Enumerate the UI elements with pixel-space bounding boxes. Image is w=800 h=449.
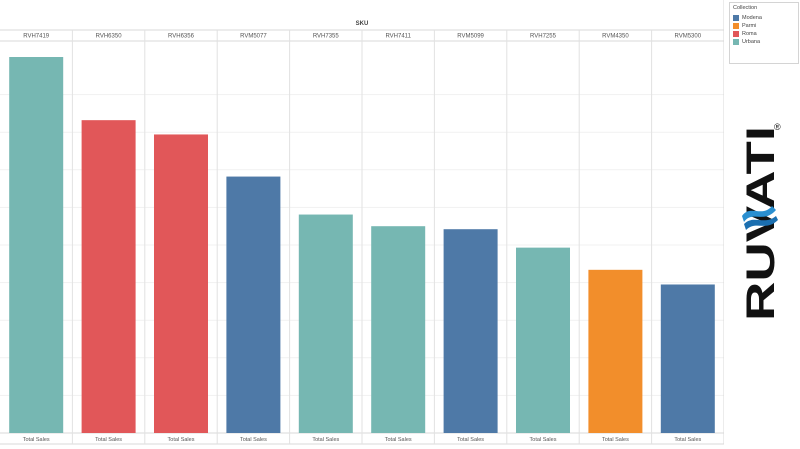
legend-swatch <box>733 15 739 21</box>
legend-label: Roma <box>742 31 757 37</box>
bottom-label: Total Sales <box>168 437 195 443</box>
bottom-label: Total Sales <box>312 437 339 443</box>
bottom-label: Total Sales <box>674 437 701 443</box>
bar-rvm5077[interactable] <box>226 176 281 433</box>
chart-area: SKU RVH7419 Total Sales RVH6350 Total Sales… <box>0 0 724 445</box>
category-label-rvm5300: RVM5300 <box>675 34 702 40</box>
bar-rvh6350[interactable] <box>81 120 136 433</box>
category-label-rvh7355: RVH7355 <box>313 34 340 40</box>
bottom-label: Total Sales <box>95 437 122 443</box>
bottom-label: Total Sales <box>23 437 50 443</box>
bar-rvh6356[interactable] <box>154 134 208 433</box>
legend-item-urbana[interactable]: Urbana <box>733 38 795 46</box>
category-label-rvh6350: RVH6350 <box>96 34 123 40</box>
bar-rvh7419[interactable] <box>9 57 64 433</box>
legend-label: Parmi <box>742 23 757 29</box>
bottom-label: Total Sales <box>530 437 557 443</box>
legend-swatch <box>733 39 739 45</box>
legend-swatch <box>733 31 739 37</box>
bar-rvm5300[interactable] <box>660 284 715 433</box>
bottom-label: Total Sales <box>240 437 267 443</box>
category-label-rvh6356: RVH6356 <box>168 34 195 40</box>
bar-chart: RVH7419 Total Sales RVH6350 Total Sales RVH6… <box>0 0 724 445</box>
chart-title: SKU <box>355 21 369 27</box>
bar-rvh7411[interactable] <box>371 226 426 433</box>
water-wave-icon <box>742 206 778 230</box>
ruvati-logo: RUVATI ® <box>739 122 783 321</box>
bar-rvh7255[interactable] <box>516 247 570 433</box>
legend-label: Modena <box>742 15 762 21</box>
category-label-rvm4350: RVM4350 <box>602 34 629 40</box>
category-label-rvm5077: RVM5077 <box>240 34 267 40</box>
bar-rvm4350[interactable] <box>588 269 643 433</box>
bottom-label: Total Sales <box>602 437 629 443</box>
legend-swatch <box>733 23 739 29</box>
legend-label: Urbana <box>742 39 761 45</box>
legend-title: Collection <box>733 5 758 11</box>
legend-item-modena[interactable]: Modena <box>733 14 795 22</box>
legend-item-roma[interactable]: Roma <box>733 30 795 38</box>
category-label-rvh7255: RVH7255 <box>530 34 557 40</box>
bottom-label: Total Sales <box>385 437 412 443</box>
legend[interactable]: Collection Modena Parmi Roma Urbana <box>729 2 799 64</box>
category-label-rvh7411: RVH7411 <box>385 34 411 40</box>
bottom-label: Total Sales <box>457 437 484 443</box>
legend-item-parmi[interactable]: Parmi <box>733 22 795 30</box>
category-label-rvm5099: RVM5099 <box>457 34 484 40</box>
bar-rvh7355[interactable] <box>298 214 353 433</box>
category-label-rvh7419: RVH7419 <box>23 34 50 40</box>
bar-rvm5099[interactable] <box>443 229 498 433</box>
registered-mark: ® <box>774 122 781 132</box>
